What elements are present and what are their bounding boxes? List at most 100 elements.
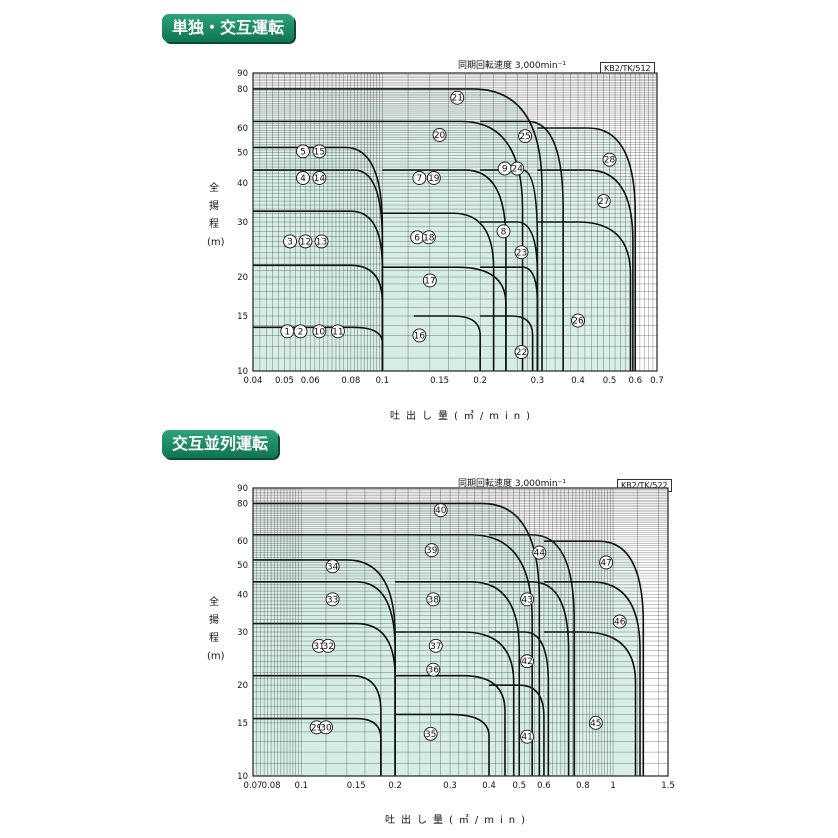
model-marker: 8 [496,224,511,239]
envelope-curve [537,221,632,371]
model-number: 8 [501,227,507,237]
model-marker: 37 [428,638,443,653]
model-number: 5 [300,147,306,157]
model-marker: 13 [314,234,329,249]
envelope-curve [395,713,490,776]
x-tick-label: 0.1 [295,781,309,791]
y-axis-label: 全揚程(m) [207,183,225,248]
model-circle [426,171,441,185]
model-circle [312,324,327,339]
model-number: 10 [314,327,326,337]
model-marker: 3 [283,234,297,249]
model-number: 44 [534,549,546,559]
x-tick-label: 0.3 [443,781,457,791]
envelope-curve [489,631,550,776]
model-number: 36 [428,666,440,676]
y-tick-label: 80 [237,85,248,95]
y-tick-label: 10 [237,367,248,377]
model-marker: 23 [514,245,529,260]
model-circle [422,273,437,288]
model-number: 27 [598,197,609,207]
y-tick-label: 40 [237,590,248,600]
model-marker: 39 [424,543,439,558]
model-number: 46 [614,618,626,628]
model-number: 2 [298,327,304,337]
section-title-parallel: 交互並列運転 [162,430,279,458]
model-circle [426,662,441,677]
model-number: 13 [316,237,327,247]
model-circle [510,161,525,176]
model-number: 18 [423,233,435,243]
envelope-curve [382,212,495,371]
envelope-curve [253,533,533,776]
model-number: 24 [511,165,523,175]
model-circle [296,144,310,159]
model-circle [330,324,345,339]
model-marker: 36 [426,662,441,677]
envelope-curve [253,146,384,371]
x-tick-label: 0.04 [244,376,263,386]
y-tick-label: 60 [237,537,248,547]
envelope-curve [253,120,524,371]
model-number: 25 [519,132,530,142]
model-number: 28 [604,156,616,166]
model-marker: 2 [293,324,308,339]
envelope-curve [253,559,396,776]
envelope-curve [413,315,481,371]
x-tick-label: 0.2 [388,781,402,791]
model-marker: 16 [412,328,427,343]
x-tick-label: 0.07 [244,781,263,791]
y-axis-label: 全揚程(m) [207,597,225,662]
x-tick-label: 0.2 [473,376,487,386]
section-title-single-alternating: 単独・交互運転 [162,14,295,42]
model-number: 16 [414,331,426,341]
y-tick-label: 50 [237,149,248,159]
model-number: 11 [332,327,343,337]
model-marker: 12 [298,234,313,249]
model-circle [312,171,327,185]
model-number: 3 [287,237,293,247]
model-number: 35 [425,730,436,740]
model-circle [532,545,547,560]
model-marker: 18 [421,230,436,245]
model-marker: 5 [296,144,310,159]
y-tick-label: 10 [237,772,248,782]
model-number: 26 [572,317,584,327]
model-marker: 41 [520,729,535,744]
model-number: 1 [284,327,290,337]
model-number: 12 [300,237,311,247]
envelope-curve [543,631,637,776]
model-circle [432,127,447,142]
model-marker: 42 [520,654,535,669]
model-number: 15 [314,147,325,157]
model-marker: 19 [426,171,441,185]
model-circle [520,729,535,744]
envelope-curve [480,315,534,371]
model-marker: 15 [312,144,327,159]
envelope-curve [395,580,521,776]
model-marker: 21 [450,90,465,105]
model-circle [412,328,427,343]
model-marker: 30 [319,720,333,735]
model-marker: 9 [497,161,512,176]
model-marker: 6 [410,230,425,245]
model-number: 14 [314,174,326,184]
model-number: 43 [521,595,532,605]
y-tick-label: 90 [237,484,248,494]
model-marker: 45 [588,715,603,730]
x-tick-label: 1 [610,781,615,791]
envelope-curve [489,533,575,776]
envelope-curve [395,631,515,776]
model-number: 21 [452,94,463,104]
x-tick-label: 0.4 [571,376,585,386]
model-circle [520,592,535,607]
x-axis-label: 吐出し量(㎥/min) [390,411,537,422]
x-tick-label: 0.05 [275,376,294,386]
y-tick-label: 30 [237,218,248,228]
model-circle [612,614,627,629]
envelope-curve [543,580,641,776]
x-tick-label: 0.15 [430,376,449,386]
model-circle [423,726,438,741]
x-tick-label: 0.15 [347,781,366,791]
